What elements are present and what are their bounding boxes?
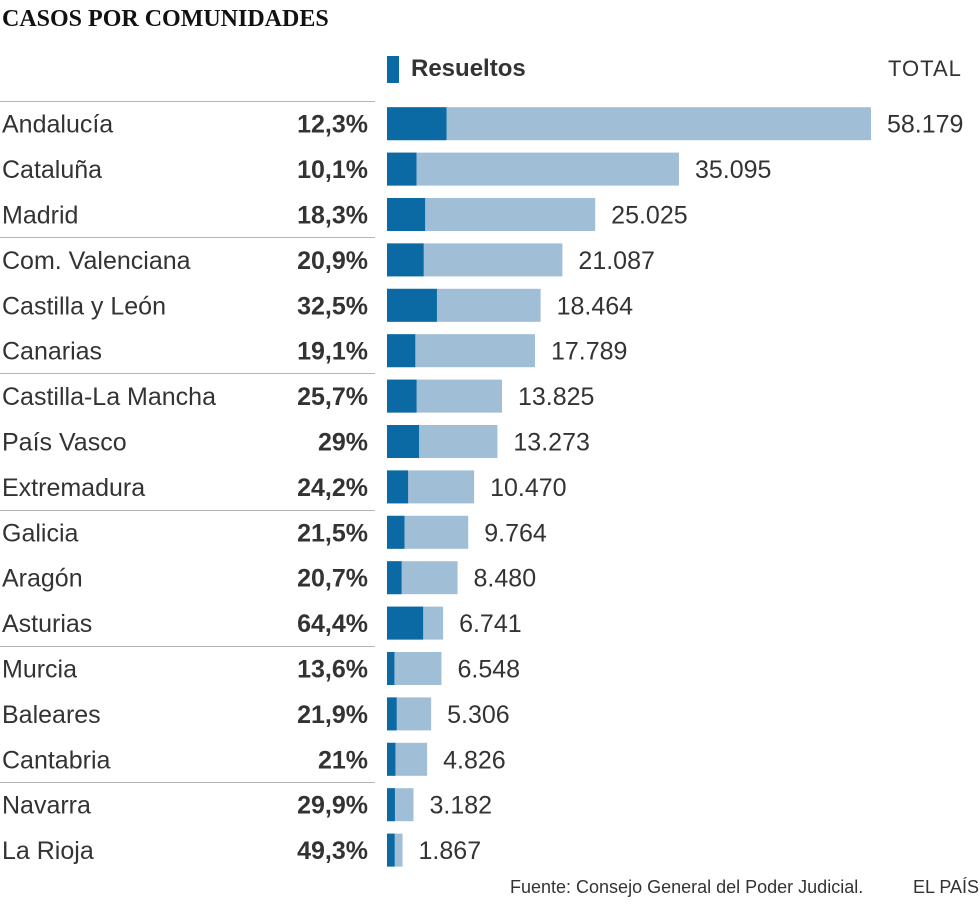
category-label: La Rioja bbox=[2, 837, 94, 865]
resolved-bar bbox=[387, 379, 417, 413]
percent-label: 21,5% bbox=[297, 519, 368, 547]
resolved-bar bbox=[387, 515, 405, 549]
legend-label-resueltos: Resueltos bbox=[411, 55, 526, 82]
percent-label: 19,1% bbox=[297, 338, 368, 366]
total-value-label: 9.764 bbox=[484, 519, 547, 547]
category-label: Galicia bbox=[2, 519, 79, 547]
category-label: Castilla-La Mancha bbox=[2, 383, 216, 411]
resolved-bar bbox=[387, 833, 395, 867]
category-label: Murcia bbox=[2, 656, 77, 684]
percent-label: 20,7% bbox=[297, 565, 368, 593]
resolved-bar bbox=[387, 788, 395, 822]
category-label: Extremadura bbox=[2, 474, 145, 502]
category-label: Baleares bbox=[2, 701, 101, 729]
percent-label: 21% bbox=[318, 746, 368, 774]
publisher-credit: EL PAÍS bbox=[913, 877, 980, 897]
total-value-label: 6.741 bbox=[459, 610, 522, 638]
resolved-bar bbox=[387, 334, 416, 368]
legend: Resueltos bbox=[387, 54, 526, 84]
total-value-label: 21.087 bbox=[578, 247, 654, 275]
category-label: Asturias bbox=[2, 610, 92, 638]
percent-label: 21,9% bbox=[297, 701, 368, 729]
resolved-bar bbox=[387, 652, 395, 685]
total-value-label: 5.306 bbox=[447, 701, 510, 729]
total-value-label: 13.273 bbox=[513, 429, 589, 457]
category-label: Aragón bbox=[2, 565, 83, 593]
percent-label: 13,6% bbox=[297, 656, 368, 684]
category-label: Castilla y León bbox=[2, 292, 166, 320]
percent-label: 24,2% bbox=[297, 474, 368, 502]
category-label: Canarias bbox=[2, 338, 102, 366]
category-label: Navarra bbox=[2, 792, 91, 820]
resolved-bar bbox=[387, 697, 397, 731]
total-value-label: 1.867 bbox=[419, 837, 482, 865]
category-label: Madrid bbox=[2, 202, 78, 230]
chart-title: CASOS POR COMUNIDADES bbox=[2, 6, 329, 32]
percent-label: 25,7% bbox=[297, 383, 368, 411]
total-value-label: 13.825 bbox=[518, 383, 594, 411]
total-value-label: 35.095 bbox=[695, 156, 771, 184]
category-label: Cataluña bbox=[2, 156, 102, 184]
category-label: Com. Valenciana bbox=[2, 247, 191, 275]
resolved-bar bbox=[387, 107, 447, 141]
resolved-bar bbox=[387, 152, 417, 186]
total-value-label: 10.470 bbox=[490, 474, 566, 502]
percent-label: 10,1% bbox=[297, 156, 368, 184]
source-note: Fuente: Consejo General del Poder Judici… bbox=[510, 877, 864, 897]
total-bar bbox=[387, 152, 679, 186]
total-value-label: 4.826 bbox=[443, 746, 506, 774]
resolved-bar bbox=[387, 470, 409, 504]
resolved-bar bbox=[387, 425, 420, 458]
percent-label: 64,4% bbox=[297, 610, 368, 638]
percent-label: 32,5% bbox=[297, 292, 368, 320]
percent-label: 49,3% bbox=[297, 837, 368, 865]
percent-label: 29,9% bbox=[297, 792, 368, 820]
total-bar bbox=[387, 652, 442, 685]
resolved-bar bbox=[387, 288, 437, 322]
category-label: País Vasco bbox=[2, 429, 127, 457]
resolved-bar bbox=[387, 606, 424, 640]
total-value-label: 3.182 bbox=[429, 792, 492, 820]
total-column-header: TOTAL bbox=[888, 56, 962, 81]
total-value-label: 18.464 bbox=[557, 292, 634, 320]
total-value-label: 6.548 bbox=[457, 656, 520, 684]
legend-swatch-resueltos bbox=[387, 55, 399, 83]
category-label: Cantabria bbox=[2, 746, 110, 774]
resolved-bar bbox=[387, 742, 396, 776]
resolved-bar bbox=[387, 243, 424, 277]
total-value-label: 58.179 bbox=[887, 111, 963, 139]
total-value-label: 8.480 bbox=[474, 565, 537, 593]
total-value-label: 25.025 bbox=[611, 202, 687, 230]
total-value-label: 17.789 bbox=[551, 338, 627, 366]
resolved-bar bbox=[387, 198, 426, 231]
percent-label: 29% bbox=[318, 429, 368, 457]
percent-label: 20,9% bbox=[297, 247, 368, 275]
total-bar bbox=[387, 107, 871, 141]
percent-label: 18,3% bbox=[297, 202, 368, 230]
category-label: Andalucía bbox=[2, 111, 113, 139]
resolved-bar bbox=[387, 561, 402, 595]
percent-label: 12,3% bbox=[297, 111, 368, 139]
